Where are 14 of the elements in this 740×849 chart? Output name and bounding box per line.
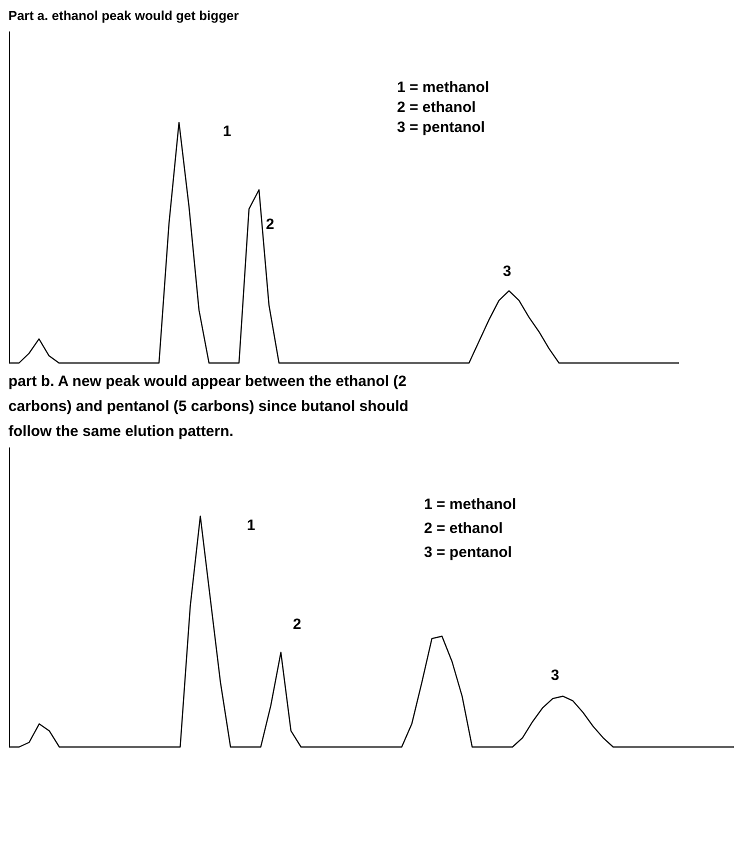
annotation: 1 bbox=[222, 123, 232, 140]
annotation: 2 bbox=[266, 216, 274, 233]
chart-title: Part a. ethanol peak would get bigger bbox=[8, 8, 239, 23]
annotation: 2 = ethanol bbox=[424, 520, 503, 537]
annotation: 3 = pentanol bbox=[424, 544, 512, 561]
annotation: 3 bbox=[550, 667, 560, 684]
annotation: 1 bbox=[246, 517, 256, 534]
text: 2 = ethanol bbox=[397, 99, 476, 116]
chart-title: part b. A new peak would appear between the ethanol (2 carbons) and pentanol (5 carbons) since butanol should follow the same elution pattern. bbox=[8, 373, 408, 440]
annotation: 2 bbox=[292, 616, 302, 633]
annotation: 3 = pentanol bbox=[397, 119, 485, 136]
annotation: 3 bbox=[502, 263, 512, 280]
text: 1 = methanol bbox=[397, 79, 490, 96]
text: 1 = methanol bbox=[424, 496, 516, 513]
